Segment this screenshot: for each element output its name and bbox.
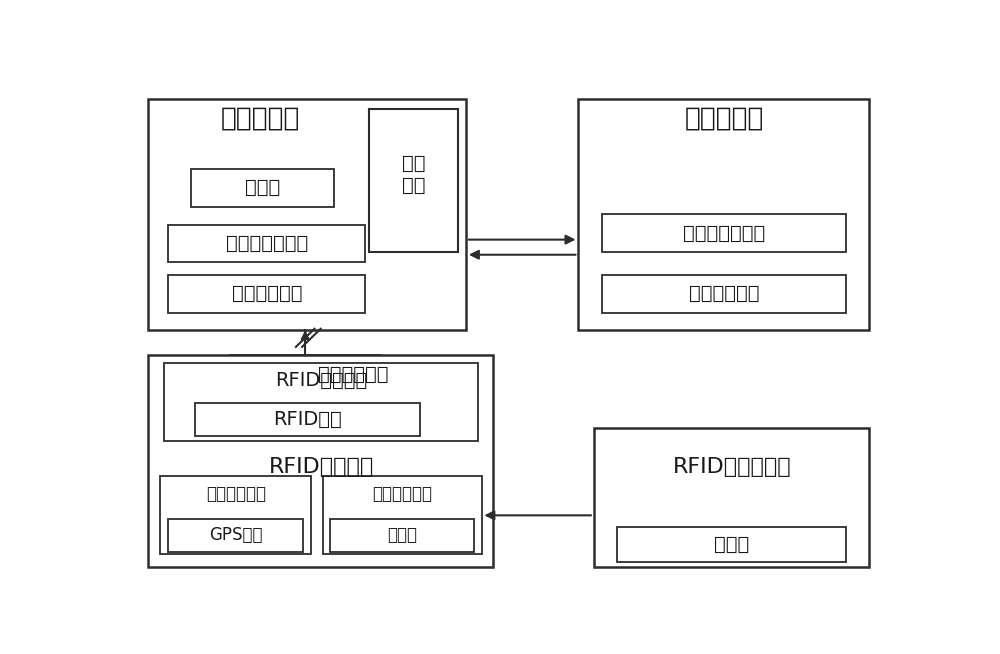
Bar	[578, 99, 869, 330]
Text: 导航定位装置: 导航定位装置	[206, 485, 266, 503]
Bar	[168, 275, 365, 313]
Bar	[168, 224, 365, 262]
Bar	[148, 99, 466, 330]
Bar	[191, 169, 334, 207]
Bar	[617, 526, 846, 562]
Text: RFID天线: RFID天线	[273, 410, 342, 429]
Bar	[369, 109, 458, 252]
Bar	[230, 355, 381, 393]
Bar	[594, 428, 869, 567]
Text: 服务器管理模块: 服务器管理模块	[226, 233, 308, 252]
Text: 摄像头: 摄像头	[387, 526, 417, 544]
Bar	[330, 519, 474, 552]
Bar	[160, 476, 311, 555]
Bar	[602, 275, 846, 313]
Text: 电脑客户端软件: 电脑客户端软件	[683, 224, 765, 243]
Text: 图像采集装置: 图像采集装置	[372, 485, 432, 503]
Text: 轨迹编辑单元: 轨迹编辑单元	[689, 284, 759, 303]
Bar	[602, 215, 846, 252]
Bar	[323, 476, 482, 555]
Text: GPS模块: GPS模块	[209, 526, 263, 544]
Text: RFID读取模块: RFID读取模块	[275, 371, 367, 390]
Text: 报警
模块: 报警 模块	[402, 154, 426, 195]
Text: 数据库: 数据库	[245, 179, 281, 198]
Text: 信息校验模块: 信息校验模块	[232, 284, 302, 303]
Text: 巡查点: 巡查点	[714, 535, 749, 554]
Bar	[168, 519, 303, 552]
Bar	[195, 404, 420, 436]
Text: 电脑客户端: 电脑客户端	[684, 106, 764, 131]
Bar	[148, 356, 493, 567]
Text: 后台服务器: 后台服务器	[221, 106, 300, 131]
Bar	[164, 363, 478, 441]
Text: RFID电子标签卡: RFID电子标签卡	[673, 457, 791, 477]
Text: RFID读取终端: RFID读取终端	[268, 457, 374, 477]
Text: 网络通信模块: 网络通信模块	[318, 364, 389, 384]
